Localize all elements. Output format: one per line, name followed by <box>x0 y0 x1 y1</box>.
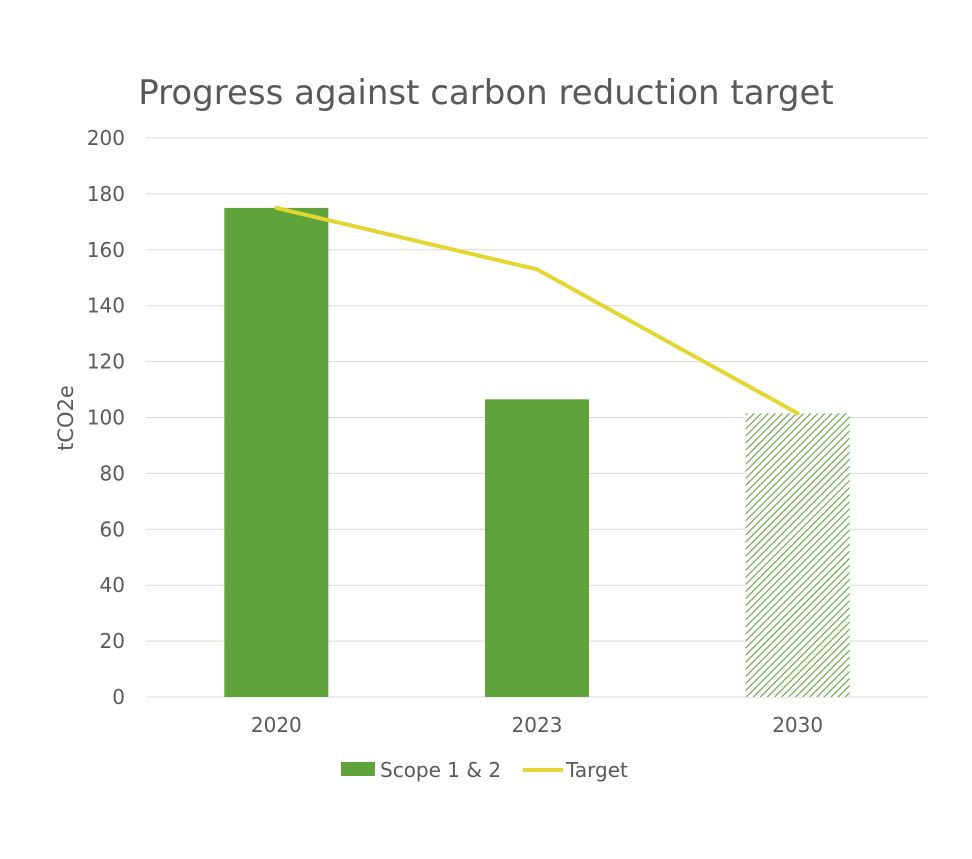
legend: Scope 1 & 2 Target <box>341 758 628 782</box>
bar-2020 <box>224 207 329 697</box>
y-tick-label-180: 180 <box>87 182 125 206</box>
y-tick-label-40: 40 <box>100 573 125 597</box>
chart-title: Progress against carbon reduction target <box>138 73 834 113</box>
y-tick-label-120: 120 <box>87 350 125 374</box>
y-tick-label-20: 20 <box>100 629 125 653</box>
x-tick-label-2020: 2020 <box>251 713 302 737</box>
x-tick-label-2023: 2023 <box>512 713 563 737</box>
y-tick-label-140: 140 <box>87 294 125 318</box>
y-tick-label-160: 160 <box>87 238 125 262</box>
bar-series <box>224 207 850 697</box>
bar-2030 <box>745 413 850 697</box>
y-tick-label-80: 80 <box>100 461 125 485</box>
y-axis-title: tCO2e <box>54 385 78 451</box>
target-line <box>274 205 800 416</box>
y-axis-ticks: 0 20 40 60 80 100 120 140 160 180 200 <box>87 126 125 709</box>
bar-2023 <box>485 399 589 697</box>
x-tick-label-2030: 2030 <box>772 713 823 737</box>
y-tick-label-100: 100 <box>87 406 125 430</box>
line-series <box>274 205 800 416</box>
legend-swatch-scope <box>341 762 375 776</box>
y-tick-label-60: 60 <box>100 517 125 541</box>
x-axis-ticks: 2020 2023 2030 <box>251 713 823 737</box>
legend-label-scope: Scope 1 & 2 <box>380 758 501 782</box>
y-tick-label-0: 0 <box>112 685 125 709</box>
y-tick-label-200: 200 <box>87 126 125 150</box>
legend-label-target: Target <box>565 758 628 782</box>
